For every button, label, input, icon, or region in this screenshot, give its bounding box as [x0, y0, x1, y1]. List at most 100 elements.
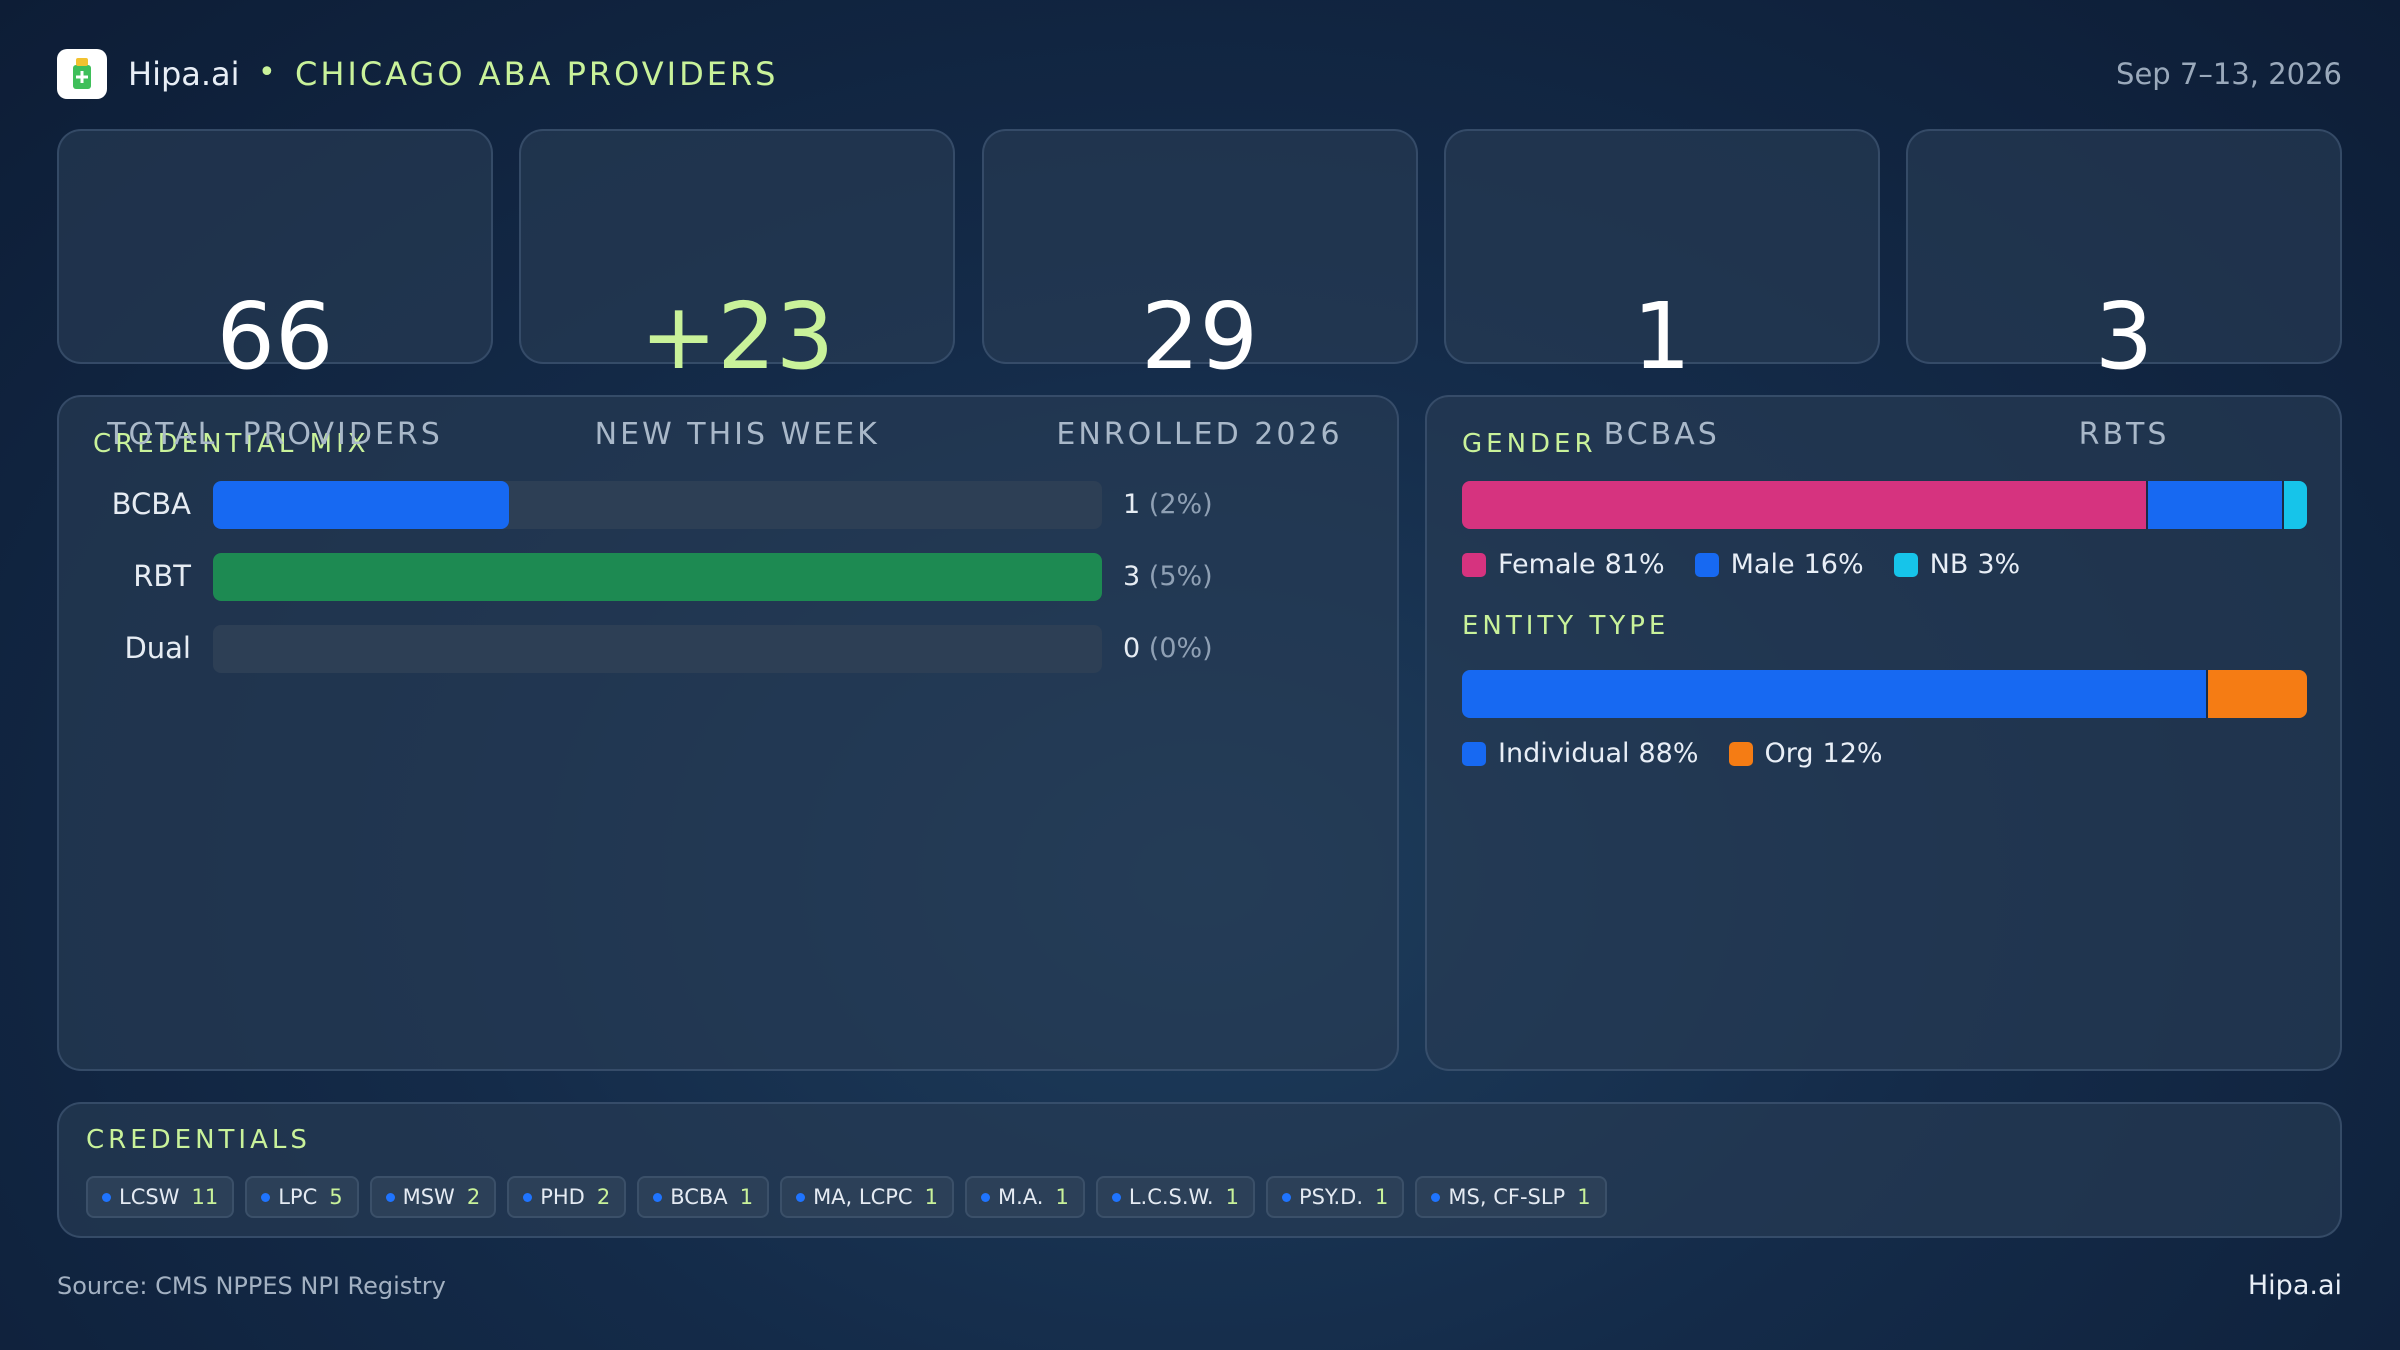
bar-label: BCBA — [111, 487, 191, 521]
kpi-card: 66 TOTAL PROVIDERS — [57, 129, 493, 452]
legend-swatch — [1462, 552, 1486, 577]
kpi-label: BCBAS — [1603, 417, 1720, 452]
segment — [2205, 670, 2307, 718]
kpi-value: 3 — [2094, 283, 2154, 390]
legend-item: Male 16% — [1694, 549, 1864, 580]
brand: Hipa.ai — [128, 55, 240, 93]
chip-count: 5 — [329, 1185, 343, 1209]
bar-track — [213, 553, 1102, 601]
legend-value: 88% — [1638, 738, 1699, 769]
chip-dot — [1431, 1192, 1441, 1202]
credential-chip: MA, LCPC 1 — [780, 1176, 954, 1218]
credential-chip: LCSW 11 — [86, 1176, 235, 1218]
value: 1 — [1123, 489, 1141, 520]
chip-dot — [523, 1192, 533, 1202]
legend-value: 81% — [1604, 549, 1665, 580]
legend: Female 81% Male 16% NB 3% — [1462, 549, 2020, 580]
credential-chip: L.C.S.W. 1 — [1095, 1176, 1255, 1218]
bar-label: RBT — [133, 559, 191, 593]
legend-name: Individual — [1498, 738, 1630, 769]
legend: Individual 88% Org 12% — [1462, 738, 1883, 769]
section-title: ENTITY TYPE — [1462, 611, 1670, 641]
chip-dot — [1281, 1192, 1291, 1202]
logo-icon — [73, 58, 91, 89]
chip-dot — [261, 1192, 271, 1202]
footer-brand: Hipa.ai — [2247, 1270, 2342, 1301]
chip-count: 11 — [191, 1185, 219, 1209]
section-title: GENDER — [1462, 429, 1597, 459]
legend-name: Female — [1498, 549, 1596, 580]
percent: (2%) — [1148, 489, 1213, 520]
kpi-label: RBTS — [2078, 417, 2170, 452]
kpi-value: 1 — [1632, 283, 1692, 390]
chip-name: M.A. — [997, 1185, 1044, 1209]
chip-dot — [102, 1192, 111, 1202]
kpi-value: 66 — [216, 283, 334, 390]
bar-track — [213, 481, 1102, 529]
date-range: Sep 7–13, 2026 — [2116, 57, 2342, 91]
legend-swatch — [1728, 741, 1753, 766]
legend-value: 16% — [1803, 549, 1864, 580]
legend-text: Individual 88% — [1498, 738, 1699, 769]
bar — [213, 553, 1102, 601]
legend-swatch — [1694, 552, 1719, 577]
bar-value: 3 (5%) — [1123, 561, 1213, 592]
chip-dot — [980, 1192, 990, 1202]
logo — [57, 49, 107, 99]
chip-count: 1 — [739, 1185, 754, 1209]
chip-count: 1 — [1055, 1185, 1069, 1209]
chip-name: L.C.S.W. — [1128, 1185, 1214, 1209]
chip-count: 1 — [924, 1185, 938, 1209]
chip-name: PHD — [540, 1185, 585, 1209]
kpi-label: ENROLLED 2026 — [1056, 417, 1343, 452]
legend-item: Org 12% — [1728, 738, 1883, 769]
value: 0 — [1123, 633, 1141, 664]
legend-value: 3% — [1977, 549, 2021, 580]
bar-label: Dual — [124, 631, 191, 665]
credential-chip: MSW 2 — [369, 1176, 497, 1218]
credential-chip: PHD 2 — [507, 1176, 627, 1218]
bar-value: 1 (2%) — [1123, 489, 1213, 520]
source: Source: CMS NPPES NPI Registry — [57, 1272, 446, 1300]
kpi-card: +23 NEW THIS WEEK — [519, 129, 956, 452]
chip-dot — [385, 1192, 395, 1202]
chip-count: 1 — [1577, 1185, 1591, 1209]
credential-chip: LPC 5 — [245, 1176, 359, 1218]
chip-dot — [1111, 1192, 1121, 1202]
chip-count: 2 — [466, 1185, 481, 1209]
chip-count: 1 — [1375, 1185, 1389, 1209]
legend-text: Female 81% — [1498, 549, 1665, 580]
chip-count: 2 — [596, 1185, 611, 1209]
page-title: CHICAGO ABA PROVIDERS — [295, 55, 779, 93]
kpi-value: +23 — [640, 283, 835, 390]
credential-chip: MS, CF-SLP 1 — [1415, 1176, 1607, 1218]
legend-text: Male 16% — [1731, 549, 1864, 580]
separator: • — [258, 55, 276, 90]
credential-chip: PSY.D. 1 — [1265, 1176, 1405, 1218]
legend-value: 12% — [1822, 738, 1883, 769]
legend-text: Org 12% — [1765, 738, 1883, 769]
legend-item: Female 81% — [1462, 549, 1665, 580]
legend-item: Individual 88% — [1462, 738, 1699, 769]
stacked-bar — [1462, 670, 2307, 718]
credential-chip: M.A. 1 — [964, 1176, 1085, 1218]
legend-text: NB 3% — [1930, 549, 2021, 580]
legend-name: Male — [1730, 549, 1795, 580]
chip-dot — [653, 1192, 663, 1202]
bar-value: 0 (0%) — [1123, 633, 1213, 664]
kpi-value: 29 — [1140, 283, 1259, 390]
chip-name: MSW — [402, 1185, 455, 1209]
legend-name: NB — [1929, 549, 1969, 580]
section-title: CREDENTIAL MIX — [93, 429, 370, 459]
stacked-bar — [1462, 481, 2307, 529]
percent: (0%) — [1148, 633, 1213, 664]
legend-name: Org — [1764, 738, 1814, 769]
chip-count: 1 — [1225, 1185, 1239, 1209]
kpi-label: TOTAL PROVIDERS — [107, 417, 443, 452]
value: 3 — [1123, 561, 1141, 592]
segment — [2146, 481, 2282, 529]
segment — [2281, 481, 2307, 529]
kpi-card: 3 RBTS — [1906, 129, 2342, 452]
legend-swatch — [1893, 552, 1918, 577]
